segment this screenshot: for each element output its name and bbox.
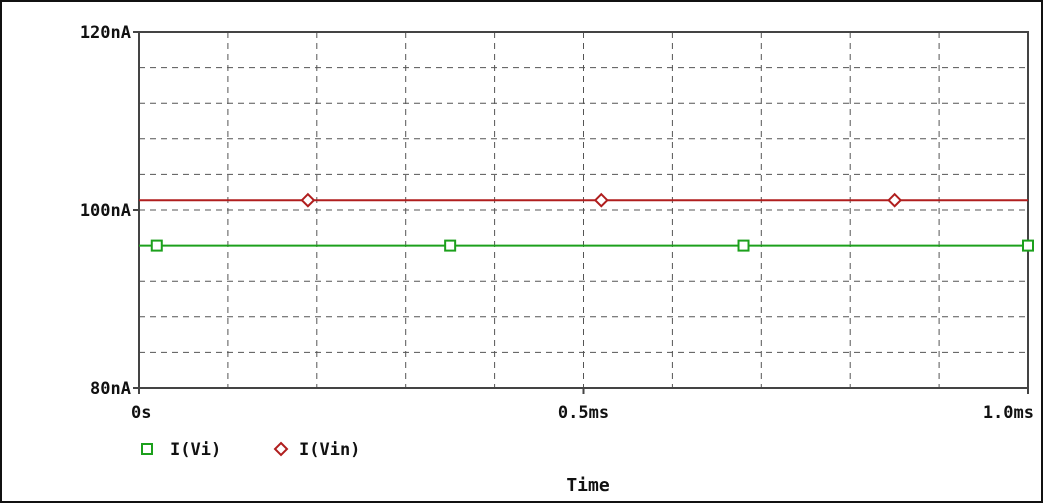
data-point-i-vi: [1022, 239, 1034, 252]
y-axis-ticks: 80nA 100nA 120nA: [80, 23, 139, 399]
data-point-i-vi: [737, 239, 750, 252]
legend-marker-i-vin: [273, 441, 289, 457]
data-point-i-vin: [300, 192, 316, 208]
data-point-i-vin: [593, 192, 609, 208]
x-tick-label: 0s: [131, 403, 151, 423]
y-tick-label: 100nA: [80, 201, 131, 221]
series-group: [139, 192, 1034, 252]
gridlines: [139, 32, 1028, 388]
data-point-i-vi: [444, 239, 457, 252]
legend-label-i-vi: I(Vi): [170, 440, 221, 460]
x-tick-label: 0.5ms: [558, 403, 609, 423]
data-point-i-vi: [150, 239, 163, 252]
x-tick-label: 1.0ms: [983, 403, 1034, 423]
y-tick-label: 120nA: [80, 23, 131, 43]
x-axis-title: Time: [566, 475, 610, 496]
legend-marker-i-vi: [141, 443, 153, 455]
legend-label-i-vin: I(Vin): [299, 440, 360, 460]
data-point-i-vin: [887, 192, 903, 208]
legend: I(Vi) I(Vin): [141, 440, 360, 460]
y-tick-label: 80nA: [90, 379, 131, 399]
x-axis-ticks: 0s 0.5ms 1.0ms: [131, 388, 1034, 423]
